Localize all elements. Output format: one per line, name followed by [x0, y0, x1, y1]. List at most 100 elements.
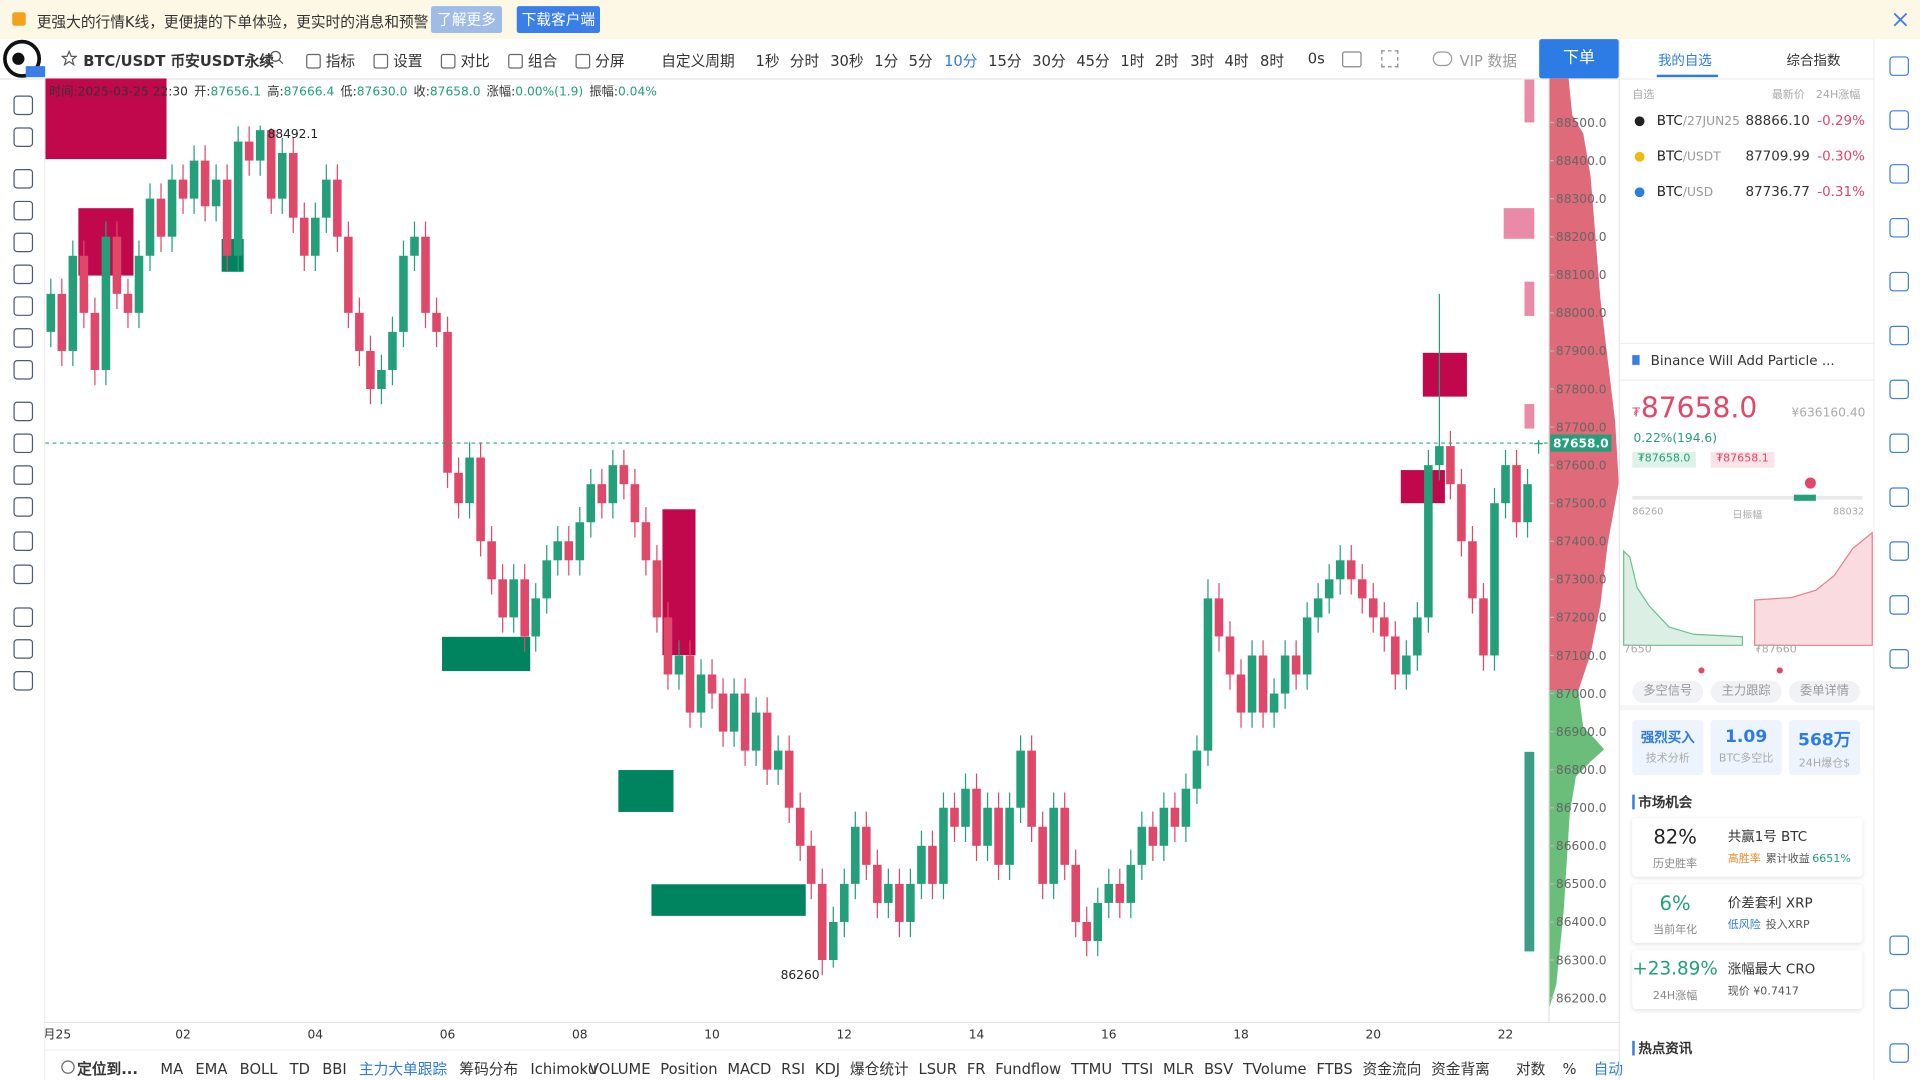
search-icon[interactable] — [269, 50, 284, 65]
side-icon[interactable] — [1889, 379, 1909, 400]
news[interactable]: Binance Will Add Particle ... — [1650, 352, 1835, 369]
indicator-option[interactable]: Position — [660, 1059, 718, 1077]
side-icon[interactable] — [1889, 487, 1909, 507]
toolbar-tool[interactable]: 分屏 — [576, 50, 624, 71]
tab-index[interactable]: 综合指数 — [1786, 52, 1841, 69]
side-icon[interactable] — [1889, 595, 1909, 615]
indicator-option[interactable]: Ichimoku — [530, 1059, 597, 1077]
indicator-option[interactable]: FR — [966, 1059, 986, 1077]
side-icon[interactable] — [1889, 217, 1909, 238]
indicator-option[interactable]: MLR — [1163, 1059, 1195, 1077]
side-icon[interactable] — [1889, 433, 1909, 454]
tool-icon[interactable] — [13, 433, 34, 454]
indicator-option[interactable]: BOLL — [239, 1059, 278, 1077]
tool-icon[interactable] — [13, 564, 34, 585]
order-button[interactable]: 下单 — [1539, 39, 1619, 79]
period-option[interactable]: 10分 — [944, 52, 978, 70]
watch-symbol[interactable]: BTC/27JUN25 — [1657, 113, 1740, 129]
period-option[interactable]: 8时 — [1260, 52, 1285, 70]
list-filter[interactable]: 自选 — [1632, 89, 1655, 102]
locate[interactable]: 定位到... — [77, 1060, 138, 1078]
indicator-option[interactable]: EMA — [195, 1059, 228, 1077]
opportunity-card[interactable]: 82% 历史胜率 共赢1号 BTC 高胜率 累计收益 6651% — [1632, 817, 1863, 877]
tool-icon[interactable] — [13, 168, 34, 189]
vip-data[interactable]: VIP 数据 — [1459, 52, 1517, 70]
close-banner[interactable] — [1893, 12, 1908, 27]
opportunity-card[interactable]: +23.89% 24H涨幅 涨幅最大 CRO 现价 ¥0.7417 — [1632, 950, 1863, 1009]
side-icon[interactable] — [1889, 56, 1909, 76]
period-option[interactable]: 分时 — [789, 52, 820, 70]
toolbar-tool[interactable]: 设置 — [373, 50, 422, 71]
indicator-option[interactable]: 资金流向 — [1362, 1060, 1422, 1078]
favorite-star[interactable] — [61, 50, 78, 67]
toolbar-tool[interactable]: 指标 — [306, 50, 355, 71]
tab-watchlist[interactable]: 我的自选 — [1657, 52, 1712, 69]
custom-period[interactable]: 自定义周期 — [661, 52, 735, 70]
tool-icon[interactable] — [13, 264, 34, 285]
indicator-option[interactable]: TTSI — [1121, 1059, 1154, 1077]
indicator-option[interactable]: BBI — [322, 1059, 347, 1077]
tool-icon[interactable] — [13, 95, 34, 116]
tool-icon[interactable] — [13, 200, 34, 221]
watch-symbol[interactable]: BTC/USD — [1657, 184, 1713, 200]
toolbar-tool[interactable]: 组合 — [508, 50, 557, 71]
toolbar-tool[interactable]: 对比 — [441, 50, 489, 71]
period-option[interactable]: 5分 — [908, 52, 933, 70]
indicator-option[interactable]: TD — [289, 1059, 310, 1077]
tool-icon[interactable] — [13, 639, 34, 659]
tool-icon[interactable] — [13, 328, 34, 348]
tool-icon[interactable] — [13, 232, 34, 253]
side-icon[interactable] — [1889, 271, 1909, 292]
period-option[interactable]: 30秒 — [830, 52, 864, 70]
period-option[interactable]: 45分 — [1076, 52, 1110, 70]
tool-icon[interactable] — [13, 497, 34, 517]
period-option[interactable]: 30分 — [1032, 52, 1066, 70]
side-icon[interactable] — [1889, 648, 1909, 669]
fullscreen-icon[interactable] — [1381, 50, 1399, 68]
indicator-option[interactable]: Fundflow — [995, 1059, 1062, 1077]
tool-icon[interactable] — [13, 607, 34, 627]
logo[interactable] — [1, 39, 46, 78]
camera-icon[interactable] — [1342, 51, 1362, 68]
scale-option[interactable]: 自动 — [1593, 1060, 1623, 1078]
period-option[interactable]: 1秒 — [755, 52, 780, 70]
side-icon[interactable] — [1889, 541, 1909, 561]
period-option[interactable]: 1时 — [1120, 52, 1145, 70]
period-option[interactable]: 15分 — [988, 52, 1022, 70]
tool-icon[interactable] — [13, 127, 34, 147]
scale-option[interactable]: % — [1562, 1059, 1577, 1077]
opportunity-card[interactable]: 6% 当前年化 价差套利 XRP 低风险 投入XRP — [1632, 884, 1863, 943]
indicator-option[interactable]: 资金背离 — [1431, 1060, 1490, 1078]
side-icon[interactable] — [1889, 989, 1909, 1009]
side-icon[interactable] — [1889, 110, 1909, 130]
stat-box[interactable]: 强烈买入 技术分析 — [1632, 720, 1704, 776]
learn-more-button[interactable]: 了解更多 — [431, 6, 503, 34]
indicator-option[interactable]: 主力大单跟踪 — [358, 1060, 448, 1078]
tool-icon[interactable] — [13, 296, 34, 316]
indicator-option[interactable]: TTMU — [1070, 1059, 1113, 1077]
period-option[interactable]: 1分 — [874, 52, 899, 70]
indicator-option[interactable]: MACD — [727, 1059, 772, 1077]
indicator-option[interactable]: FTBS — [1316, 1059, 1353, 1077]
action-button[interactable]: 委单详情 — [1788, 680, 1861, 703]
side-icon[interactable] — [1889, 164, 1909, 184]
indicator-option[interactable]: MA — [160, 1059, 184, 1077]
indicator-option[interactable]: LSUR — [918, 1059, 958, 1077]
indicator-option[interactable]: KDJ — [814, 1059, 841, 1077]
indicator-option[interactable]: 爆仓统计 — [849, 1060, 909, 1078]
watch-symbol[interactable]: BTC/USDT — [1657, 148, 1721, 164]
action-button[interactable]: 多空信号 — [1632, 680, 1704, 703]
action-button[interactable]: 主力跟踪 — [1710, 680, 1782, 703]
side-icon[interactable] — [1889, 935, 1909, 956]
tool-icon[interactable] — [13, 671, 34, 691]
indicator-option[interactable]: VOLUME — [588, 1059, 651, 1077]
period-option[interactable]: 4时 — [1224, 52, 1249, 70]
download-button[interactable]: 下载客户端 — [516, 6, 601, 34]
symbol[interactable]: BTC/USDT 币安USDT永续 — [83, 52, 275, 70]
period-option[interactable]: 3时 — [1190, 52, 1215, 70]
indicator-option[interactable]: RSI — [781, 1059, 806, 1077]
tool-icon[interactable] — [13, 360, 34, 380]
scale-option[interactable]: 对数 — [1515, 1060, 1546, 1078]
tool-icon[interactable] — [13, 401, 34, 422]
tool-icon[interactable] — [13, 531, 34, 552]
